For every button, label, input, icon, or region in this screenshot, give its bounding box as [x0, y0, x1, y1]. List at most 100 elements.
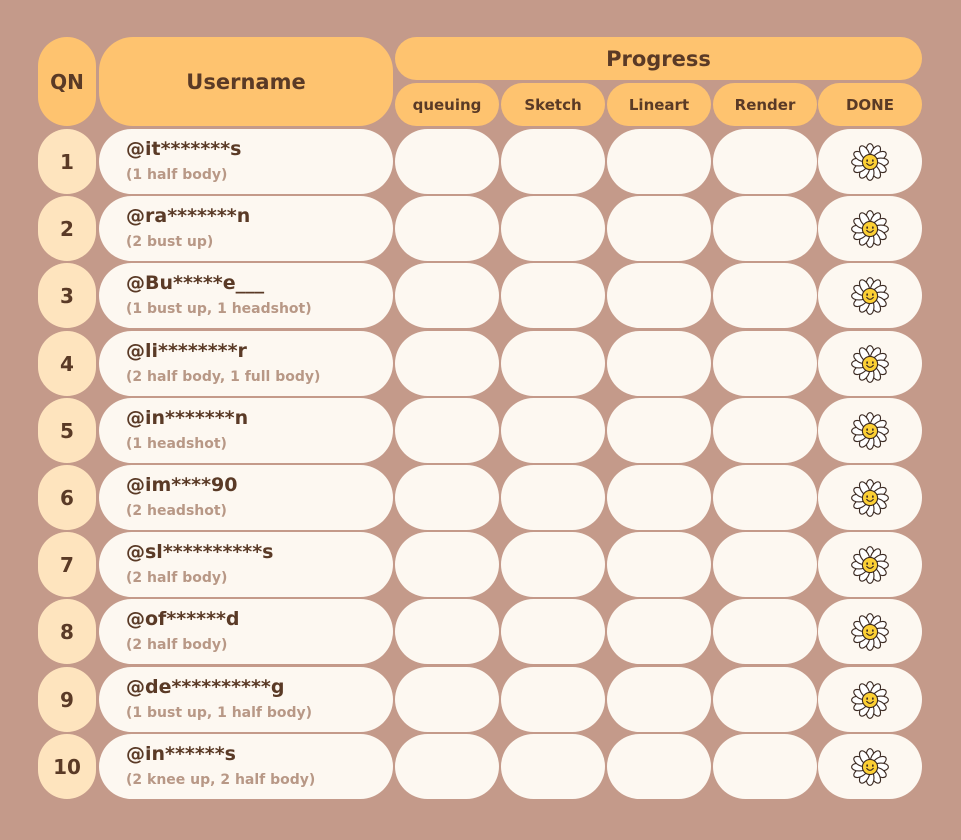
stage-cell-queuing: [395, 532, 499, 597]
queue-number: 3: [38, 263, 96, 328]
queue-number: 4: [38, 331, 96, 396]
header-stage-queuing: queuing: [395, 83, 499, 126]
header-qn: QN: [38, 37, 96, 126]
stage-cell-done: [818, 196, 922, 261]
stage-cell-done: [818, 667, 922, 732]
daisy-flower-icon: [851, 142, 889, 181]
username: @de**********g: [126, 676, 285, 698]
order-details: (2 half body, 1 full body): [126, 369, 321, 385]
username: @sl**********s: [126, 541, 274, 563]
stage-cell-queuing: [395, 734, 499, 799]
order-details: (1 headshot): [126, 436, 227, 452]
stage-cell-queuing: [395, 196, 499, 261]
stage-cell-render: [713, 196, 817, 261]
order-details: (2 half body): [126, 637, 228, 653]
daisy-flower-icon: [851, 344, 889, 383]
stage-cell-queuing: [395, 667, 499, 732]
order-details: (2 knee up, 2 half body): [126, 772, 316, 788]
stage-cell-render: [713, 129, 817, 194]
stage-cell-done: [818, 331, 922, 396]
header-stage-done: DONE: [818, 83, 922, 126]
stage-cell-sketch: [501, 331, 605, 396]
daisy-flower-icon: [851, 545, 889, 584]
username-cell: @it*******s (1 half body): [99, 129, 393, 194]
queue-number: 2: [38, 196, 96, 261]
stage-cell-render: [713, 398, 817, 463]
stage-cell-lineart: [607, 532, 711, 597]
stage-cell-lineart: [607, 331, 711, 396]
queue-number: 6: [38, 465, 96, 530]
order-details: (1 half body): [126, 167, 228, 183]
stage-cell-queuing: [395, 263, 499, 328]
stage-cell-queuing: [395, 465, 499, 530]
stage-cell-render: [713, 263, 817, 328]
username-cell: @de**********g (1 bust up, 1 half body): [99, 667, 393, 732]
stage-cell-done: [818, 129, 922, 194]
order-details: (2 bust up): [126, 234, 214, 250]
daisy-flower-icon: [851, 209, 889, 248]
stage-cell-lineart: [607, 465, 711, 530]
stage-cell-sketch: [501, 263, 605, 328]
stage-cell-done: [818, 465, 922, 530]
stage-cell-render: [713, 532, 817, 597]
daisy-flower-icon: [851, 478, 889, 517]
stage-cell-done: [818, 599, 922, 664]
stage-cell-done: [818, 734, 922, 799]
stage-cell-done: [818, 398, 922, 463]
username-cell: @Bu*****e___ (1 bust up, 1 headshot): [99, 263, 393, 328]
stage-cell-render: [713, 331, 817, 396]
username: @im****90: [126, 474, 238, 496]
stage-cell-sketch: [501, 667, 605, 732]
queue-number: 8: [38, 599, 96, 664]
daisy-flower-icon: [851, 747, 889, 786]
username: @in*******n: [126, 407, 249, 429]
header-stage-lineart: Lineart: [607, 83, 711, 126]
stage-cell-sketch: [501, 129, 605, 194]
stage-cell-sketch: [501, 599, 605, 664]
username-cell: @in*******n (1 headshot): [99, 398, 393, 463]
username: @li********r: [126, 340, 247, 362]
header-progress: Progress: [395, 37, 922, 80]
order-details: (2 headshot): [126, 503, 227, 519]
stage-cell-lineart: [607, 263, 711, 328]
stage-cell-render: [713, 734, 817, 799]
username-cell: @ra*******n (2 bust up): [99, 196, 393, 261]
username-cell: @in******s (2 knee up, 2 half body): [99, 734, 393, 799]
daisy-flower-icon: [851, 612, 889, 651]
username: @it*******s: [126, 138, 242, 160]
username: @ra*******n: [126, 205, 251, 227]
stage-cell-sketch: [501, 465, 605, 530]
username-cell: @li********r (2 half body, 1 full body): [99, 331, 393, 396]
header-stage-render: Render: [713, 83, 817, 126]
username: @Bu*****e___: [126, 272, 265, 294]
stage-cell-render: [713, 667, 817, 732]
stage-cell-lineart: [607, 398, 711, 463]
stage-cell-render: [713, 465, 817, 530]
stage-cell-queuing: [395, 398, 499, 463]
stage-cell-queuing: [395, 129, 499, 194]
stage-cell-lineart: [607, 129, 711, 194]
header-stage-sketch: Sketch: [501, 83, 605, 126]
stage-cell-done: [818, 532, 922, 597]
queue-number: 9: [38, 667, 96, 732]
header-username: Username: [99, 37, 393, 126]
username-cell: @of******d (2 half body): [99, 599, 393, 664]
username: @of******d: [126, 608, 240, 630]
stage-cell-sketch: [501, 398, 605, 463]
stage-cell-sketch: [501, 532, 605, 597]
stage-cell-lineart: [607, 667, 711, 732]
queue-number: 5: [38, 398, 96, 463]
stage-cell-queuing: [395, 599, 499, 664]
order-details: (1 bust up, 1 half body): [126, 705, 313, 721]
daisy-flower-icon: [851, 276, 889, 315]
daisy-flower-icon: [851, 411, 889, 450]
stage-cell-lineart: [607, 734, 711, 799]
daisy-flower-icon: [851, 680, 889, 719]
username-cell: @sl**********s (2 half body): [99, 532, 393, 597]
order-details: (1 bust up, 1 headshot): [126, 301, 312, 317]
stage-cell-render: [713, 599, 817, 664]
order-details: (2 half body): [126, 570, 228, 586]
stage-cell-lineart: [607, 196, 711, 261]
stage-cell-sketch: [501, 196, 605, 261]
